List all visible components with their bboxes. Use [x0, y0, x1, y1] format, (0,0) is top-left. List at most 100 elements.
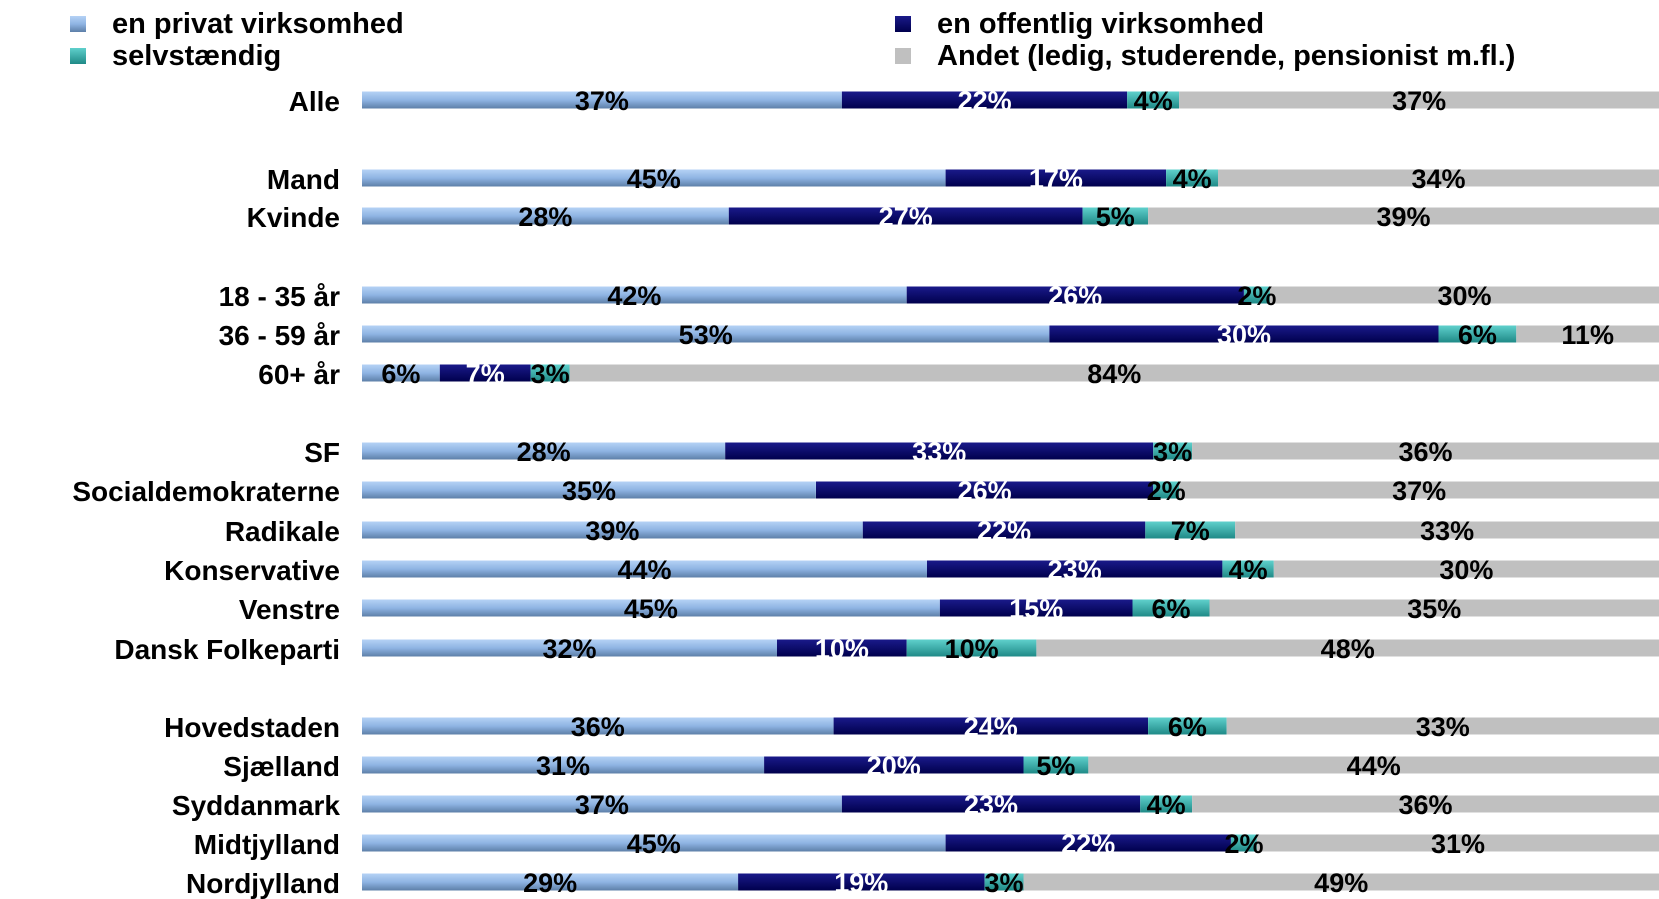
value-label-mand-en-privat-virksomhed: 45% — [627, 164, 681, 194]
bar-dansk-folkeparti-en-offentlig-virksomhed — [777, 639, 907, 657]
value-label-sjaelland-selvstaendig: 5% — [1036, 751, 1075, 781]
bar-36-59-aar-en-privat-virksomhed — [362, 325, 1050, 343]
value-label-socialdemokraterne-en-privat-virksomhed: 35% — [562, 476, 616, 506]
category-label-nordjylland: Nordjylland — [186, 868, 340, 899]
legend-swatch-en-privat-virksomhed — [70, 16, 86, 32]
bar-60-aar-en-offentlig-virksomhed — [439, 364, 531, 382]
bar-sf-andet-ledig-studerende-pensionist-m-fl — [1192, 442, 1659, 460]
bar-konservative-en-offentlig-virksomhed — [927, 560, 1223, 578]
value-label-60-aar-selvstaendig: 3% — [531, 359, 570, 389]
value-label-sjaelland-andet-ledig-studerende-pensionist-m-fl: 44% — [1347, 751, 1401, 781]
bar-sjaelland-selvstaendig — [1023, 756, 1089, 774]
bar-mand-en-privat-virksomhed — [362, 169, 946, 187]
bar-nordjylland-en-offentlig-virksomhed — [738, 873, 985, 891]
value-label-kvinde-en-privat-virksomhed: 28% — [518, 202, 572, 232]
bar-nordjylland-andet-ledig-studerende-pensionist-m-fl — [1023, 873, 1659, 891]
value-label-alle-andet-ledig-studerende-pensionist-m-fl: 37% — [1392, 86, 1446, 116]
value-label-midtjylland-selvstaendig: 2% — [1224, 829, 1263, 859]
category-label-sjaelland: Sjælland — [223, 751, 340, 782]
bar-dansk-folkeparti-en-privat-virksomhed — [362, 639, 777, 657]
value-label-midtjylland-en-privat-virksomhed: 45% — [627, 829, 681, 859]
category-label-socialdemokraterne: Socialdemokraterne — [72, 476, 340, 507]
value-label-36-59-aar-selvstaendig: 6% — [1458, 320, 1497, 350]
value-label-alle-en-privat-virksomhed: 37% — [575, 86, 629, 116]
bar-sf-en-privat-virksomhed — [362, 442, 726, 460]
value-label-radikale-en-offentlig-virksomhed: 22% — [977, 516, 1031, 546]
bar-nordjylland-en-privat-virksomhed — [362, 873, 739, 891]
bar-konservative-andet-ledig-studerende-pensionist-m-fl — [1273, 560, 1659, 578]
bar-hovedstaden-selvstaendig — [1148, 717, 1227, 735]
value-label-syddanmark-en-privat-virksomhed: 37% — [575, 790, 629, 820]
value-label-36-59-aar-en-offentlig-virksomhed: 30% — [1217, 320, 1271, 350]
value-label-konservative-selvstaendig: 4% — [1229, 555, 1268, 585]
value-label-36-59-aar-en-privat-virksomhed: 53% — [679, 320, 733, 350]
bar-18-35-aar-selvstaendig — [1244, 286, 1270, 304]
category-labels: Alle Mand Kvinde 18 - 35 år 36 - 59 år 60+ år… — [72, 86, 340, 899]
value-label-sf-en-offentlig-virksomhed: 33% — [912, 437, 966, 467]
bar-sjaelland-andet-ledig-studerende-pensionist-m-fl — [1088, 756, 1659, 774]
value-label-midtjylland-andet-ledig-studerende-pensionist-m-fl: 31% — [1431, 829, 1485, 859]
bar-36-59-aar-selvstaendig — [1438, 325, 1517, 343]
bar-60-aar-en-privat-virksomhed — [362, 364, 440, 382]
value-label-hovedstaden-selvstaendig: 6% — [1168, 712, 1207, 742]
bar-36-59-aar-andet-ledig-studerende-pensionist-m-fl — [1516, 325, 1659, 343]
value-label-nordjylland-andet-ledig-studerende-pensionist-m-fl: 49% — [1314, 868, 1368, 898]
bar-dansk-folkeparti-andet-ledig-studerende-pensionist-m-fl — [1036, 639, 1659, 657]
value-label-konservative-en-offentlig-virksomhed: 23% — [1048, 555, 1102, 585]
bar-syddanmark-en-offentlig-virksomhed — [841, 795, 1141, 813]
bar-midtjylland-andet-ledig-studerende-pensionist-m-fl — [1256, 834, 1659, 852]
bar-60-aar-andet-ledig-studerende-pensionist-m-fl — [569, 364, 1659, 382]
value-labels: 37% 22% 4% 37% 45% 17% 4% 34% 28% 27% 5% 39% 42% 26% 2… — [381, 86, 1614, 898]
bar-radikale-en-offentlig-virksomhed — [862, 521, 1146, 539]
value-label-kvinde-en-offentlig-virksomhed: 27% — [879, 202, 933, 232]
bar-kvinde-en-privat-virksomhed — [362, 207, 729, 225]
bar-venstre-andet-ledig-studerende-pensionist-m-fl — [1209, 599, 1659, 617]
bar-midtjylland-selvstaendig — [1231, 834, 1257, 852]
value-label-mand-selvstaendig: 4% — [1173, 164, 1212, 194]
bar-socialdemokraterne-selvstaendig — [1153, 481, 1180, 499]
category-label-mand: Mand — [267, 164, 340, 195]
value-label-60-aar-andet-ledig-studerende-pensionist-m-fl: 84% — [1087, 359, 1141, 389]
value-label-18-35-aar-en-offentlig-virksomhed: 26% — [1048, 281, 1102, 311]
bar-mand-andet-ledig-studerende-pensionist-m-fl — [1218, 169, 1659, 187]
value-label-venstre-en-privat-virksomhed: 45% — [624, 594, 678, 624]
value-label-dansk-folkeparti-andet-ledig-studerende-pensionist-m-fl: 48% — [1321, 634, 1375, 664]
bar-konservative-en-privat-virksomhed — [362, 560, 927, 578]
legend-swatch-andet-ledig-studerende-pensionist-m-fl — [895, 48, 911, 64]
value-label-mand-en-offentlig-virksomhed: 17% — [1029, 164, 1083, 194]
bar-midtjylland-en-offentlig-virksomhed — [945, 834, 1231, 852]
legend-label-en-privat-virksomhed: en privat virksomhed — [112, 8, 404, 40]
bar-hovedstaden-en-offentlig-virksomhed — [833, 717, 1148, 735]
value-label-dansk-folkeparti-en-privat-virksomhed: 32% — [542, 634, 596, 664]
value-label-syddanmark-selvstaendig: 4% — [1147, 790, 1186, 820]
bar-18-35-aar-en-privat-virksomhed — [362, 286, 907, 304]
bar-radikale-en-privat-virksomhed — [362, 521, 863, 539]
value-label-hovedstaden-en-privat-virksomhed: 36% — [571, 712, 625, 742]
value-label-sjaelland-en-privat-virksomhed: 31% — [536, 751, 590, 781]
value-label-dansk-folkeparti-selvstaendig: 10% — [945, 634, 999, 664]
value-label-60-aar-en-privat-virksomhed: 6% — [381, 359, 420, 389]
value-label-nordjylland-selvstaendig: 3% — [984, 868, 1023, 898]
bar-venstre-en-privat-virksomhed — [362, 599, 940, 617]
value-label-kvinde-andet-ledig-studerende-pensionist-m-fl: 39% — [1376, 202, 1430, 232]
bar-60-aar-selvstaendig — [530, 364, 570, 382]
bar-dansk-folkeparti-selvstaendig — [906, 639, 1037, 657]
category-label-dansk-folkeparti: Dansk Folkeparti — [114, 634, 340, 665]
value-label-venstre-andet-ledig-studerende-pensionist-m-fl: 35% — [1407, 594, 1461, 624]
category-label-syddanmark: Syddanmark — [172, 790, 340, 821]
bar-radikale-selvstaendig — [1145, 521, 1236, 539]
bar-36-59-aar-en-offentlig-virksomhed — [1049, 325, 1439, 343]
bar-sjaelland-en-offentlig-virksomhed — [764, 756, 1024, 774]
bar-syddanmark-andet-ledig-studerende-pensionist-m-fl — [1192, 795, 1659, 813]
value-label-socialdemokraterne-en-offentlig-virksomhed: 26% — [958, 476, 1012, 506]
value-label-socialdemokraterne-andet-ledig-studerende-pensionist-m-fl: 37% — [1392, 476, 1446, 506]
bar-alle-andet-ledig-studerende-pensionist-m-fl — [1179, 91, 1659, 109]
value-label-socialdemokraterne-selvstaendig: 2% — [1147, 476, 1186, 506]
value-label-18-35-aar-andet-ledig-studerende-pensionist-m-fl: 30% — [1437, 281, 1491, 311]
value-label-radikale-andet-ledig-studerende-pensionist-m-fl: 33% — [1420, 516, 1474, 546]
bar-alle-en-privat-virksomhed — [362, 91, 842, 109]
value-label-radikale-selvstaendig: 7% — [1171, 516, 1210, 546]
bar-venstre-en-offentlig-virksomhed — [939, 599, 1133, 617]
bar-alle-en-offentlig-virksomhed — [841, 91, 1128, 109]
